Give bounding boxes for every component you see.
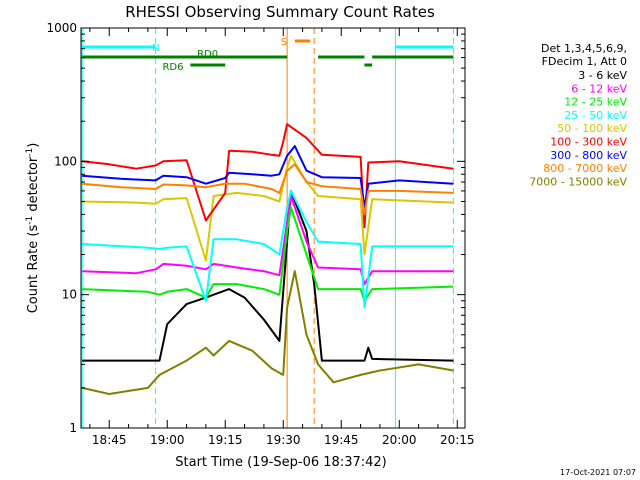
legend-entry-50-100-kev: 50 - 100 keV <box>557 122 627 135</box>
y-axis: 1 10 100 1000 <box>46 21 465 435</box>
legend-entry-25-50-kev: 25 - 50 keV <box>564 109 627 122</box>
segment-n-label: N <box>152 43 159 54</box>
series-12-25-kev-line <box>82 206 454 302</box>
y-tick-label-10: 10 <box>62 288 77 302</box>
series-7000-15000-kev-line <box>81 270 454 395</box>
legend-entry-6-12-kev: 6 - 12 keV <box>571 82 627 95</box>
series-6-12-kev-line <box>82 195 454 286</box>
generated-timestamp: 17-Oct-2021 07:07 <box>560 468 636 477</box>
series-800-7000-kev-line <box>82 163 454 216</box>
y-axis-label: Count Rate (s-1 detector-1) <box>25 143 41 314</box>
y-label-part-1: Count Rate (s <box>26 225 41 314</box>
legend-entry-7000-15000-kev: 7000 - 15000 keV <box>529 175 627 188</box>
legend-entry-300-800-kev: 300 - 800 keV <box>550 149 627 162</box>
x-axis-label: Start Time (19-Sep-06 18:37:42) <box>175 455 386 470</box>
legend-header-line-1: Det 1,3,4,5,6,9, <box>541 42 627 55</box>
x-tick-label-19-00: 19:00 <box>150 433 185 447</box>
y-label-part-3: ) <box>26 143 41 148</box>
x-tick-label-20-15: 20:15 <box>440 433 475 447</box>
x-tick-label-19-30: 19:30 <box>266 433 301 447</box>
x-tick-label-19-15: 19:15 <box>208 433 243 447</box>
chart-title: RHESSI Observing Summary Count Rates <box>125 3 435 21</box>
y-label-sup-2: -1 <box>25 148 35 157</box>
mode-segments: N S RD0 RD6 <box>82 37 454 73</box>
segment-rd0-label: RD0 <box>197 49 218 60</box>
x-tick-label-19-45: 19:45 <box>324 433 359 447</box>
series-25-50-kev-line <box>82 189 454 309</box>
segment-s-label: S <box>281 37 287 48</box>
y-label-sup-1: -1 <box>25 216 35 225</box>
y-label-part-2: detector <box>26 156 41 216</box>
series-50-100-kev-line <box>82 154 454 262</box>
legend-entry-3-6-kev: 3 - 6 keV <box>578 69 627 82</box>
plot-frame <box>80 27 466 429</box>
y-tick-label-1: 1 <box>69 421 77 435</box>
x-tick-label-20-00: 20:00 <box>382 433 417 447</box>
legend-entry-100-300-kev: 100 - 300 keV <box>550 136 627 149</box>
x-tick-label-18-45: 18:45 <box>92 433 127 447</box>
y-tick-label-1000: 1000 <box>46 21 77 35</box>
legend-entry-800-7000-kev: 800 - 7000 keV <box>543 162 627 175</box>
legend-header-line-2: FDecim 1, Att 0 <box>542 55 627 68</box>
y-tick-label-100: 100 <box>54 154 77 168</box>
series-group <box>81 123 454 395</box>
series-300-800-kev-line <box>82 145 454 209</box>
x-axis: 18:45 19:00 19:15 19:30 19:45 20:00 20:15 <box>89 28 475 447</box>
segment-rd6-label: RD6 <box>162 62 183 73</box>
legend: Det 1,3,4,5,6,9, FDecim 1, Att 0 3 - 6 k… <box>529 42 627 188</box>
legend-entry-12-25-kev: 12 - 25 keV <box>564 96 627 109</box>
series-3-6-kev-line <box>82 189 454 362</box>
